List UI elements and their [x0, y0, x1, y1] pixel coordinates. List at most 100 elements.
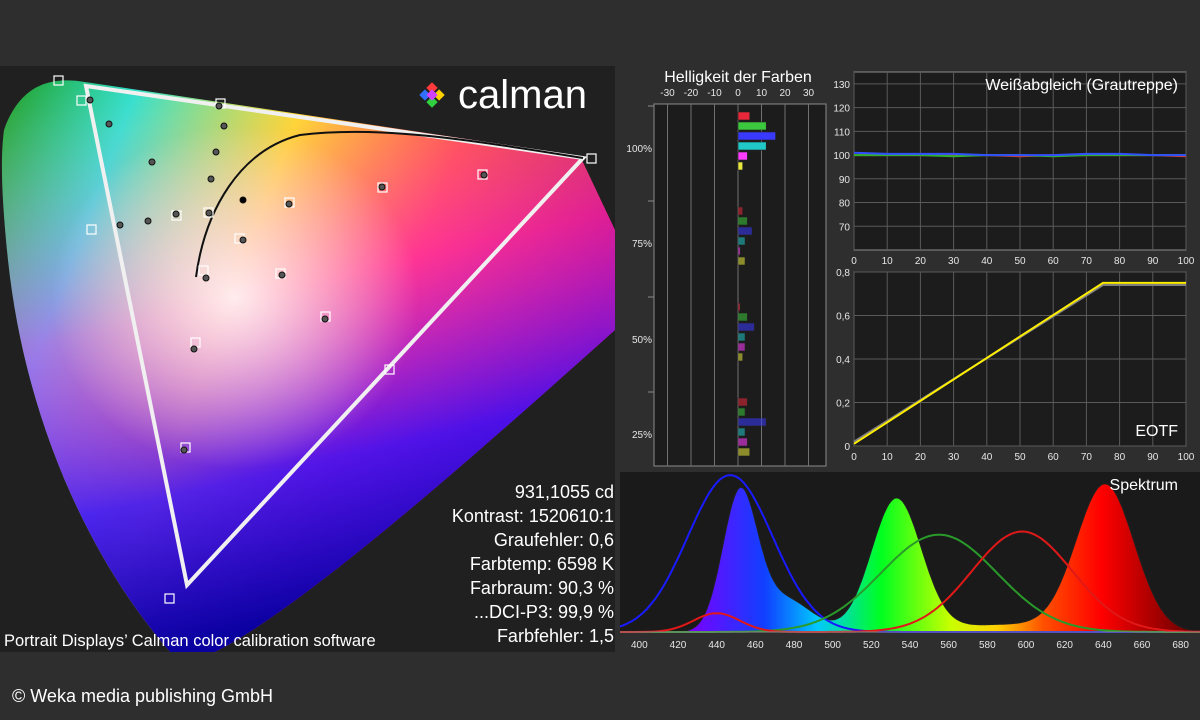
series-line [853, 281, 1186, 445]
y-tick-label: 130 [833, 80, 850, 91]
copyright-notice: © Weka media publishing GmbH [12, 686, 274, 706]
luminance-bar [737, 131, 776, 141]
stat-color-error: Farbfehler: 1,5 [497, 626, 614, 646]
y-tick-label: 90 [839, 175, 851, 186]
stat-gamut: Farbraum: 90,3 % [470, 578, 614, 598]
spectrum-tick-label: 600 [1018, 640, 1035, 651]
stat-gray-error: Graufehler: 0,6 [494, 530, 614, 550]
wb-panel: 70 80 90 100 110 120 130 0 10 20 30 40 50 60 70 80 90 10… [833, 71, 1195, 267]
x-tick-label: 50 [1014, 256, 1026, 267]
x-tick-label: 90 [1147, 256, 1159, 267]
luminance-bar [737, 342, 746, 352]
spectrum-panel: 400 420 440 460 480 500 520 540 560 580 600 620 640 6… [619, 472, 1200, 651]
planckian-locus [195, 130, 584, 278]
y-tick-label: 120 [833, 104, 850, 115]
spectrum-tick-label: 580 [979, 640, 996, 651]
spectrum-outline [620, 483, 1200, 633]
y-tick-label: 80 [839, 199, 851, 210]
luminance-bar [737, 256, 746, 266]
x-tick-label: 80 [1114, 256, 1126, 267]
measured-points [86, 96, 488, 454]
eotf-y-ticks: 0 0,2 0,4 0,6 0,8 [836, 268, 850, 453]
wb-y-ticks: 70 80 90 100 110 120 130 [833, 80, 850, 233]
luminance-bar [737, 161, 743, 171]
luminance-group-label: 75% [632, 239, 652, 250]
spectrum-tick-label: 480 [786, 640, 803, 651]
y-tick-label: 70 [839, 222, 851, 233]
luminance-tick-label: -10 [707, 88, 722, 99]
eotf-panel: 0 0,2 0,4 0,6 0,8 0 10 20 30 40 50 60 70 80 90 100 EOT… [836, 268, 1195, 463]
spectrum-tick-label: 640 [1095, 640, 1112, 651]
spectrum-tick-label: 620 [1056, 640, 1073, 651]
spectrum-tick-label: 520 [863, 640, 880, 651]
eotf-grid [853, 271, 1187, 447]
x-tick-label: 20 [915, 452, 927, 463]
x-tick-label: 50 [1014, 452, 1026, 463]
x-tick-label: 80 [1114, 452, 1126, 463]
wb-x-ticks: 0 10 20 30 40 50 60 70 80 90 100 [851, 256, 1195, 267]
luminance-tick-label: 0 [735, 88, 741, 99]
luminance-tick-label: -30 [660, 88, 675, 99]
wb-series [853, 151, 1187, 158]
y-tick-label: 0,4 [836, 355, 850, 366]
cie-caption: Portrait Displays’ Calman color calibrat… [4, 632, 376, 650]
spectrum-tick-label: 540 [902, 640, 919, 651]
luminance-bar [737, 216, 748, 226]
x-tick-label: 60 [1048, 452, 1060, 463]
y-tick-label: 0,2 [836, 399, 850, 410]
x-tick-label: 20 [915, 256, 927, 267]
luminance-bar [737, 322, 755, 332]
x-tick-label: 10 [882, 256, 894, 267]
spectrum-x-ticks: 400 420 440 460 480 500 520 540 560 580 600 620 640 6… [631, 640, 1189, 651]
luminance-bar [737, 226, 753, 236]
y-tick-label: 0,8 [836, 268, 850, 279]
x-tick-label: 70 [1081, 452, 1093, 463]
spectrum-tick-label: 560 [940, 640, 957, 651]
sensitivity-curve [620, 530, 1200, 633]
y-tick-label: 0,6 [836, 312, 850, 323]
spectrum-tick-label: 460 [747, 640, 764, 651]
x-tick-label: 100 [1178, 256, 1195, 267]
luminance-group-label: 100% [626, 144, 652, 155]
y-tick-label: 0 [844, 442, 850, 453]
luminance-bar [737, 437, 748, 447]
luminance-groups: 100% 75% 50% 25% [626, 105, 776, 457]
luminance-bar [737, 121, 767, 131]
logo-text: calman [458, 73, 587, 117]
cie-panel: calman Portrait Displays’ Calman color c… [0, 66, 616, 652]
luminance-bar [737, 312, 748, 322]
luminance-tick-label: 30 [803, 88, 815, 99]
stat-contrast: Kontrast: 1520610:1 [452, 506, 614, 526]
eotf-title: EOTF [1135, 423, 1178, 440]
luminance-panel: Helligkeit der Farben -30 -20 -10 0 10 20 30 1… [626, 69, 827, 467]
series-line [853, 151, 1186, 157]
x-tick-label: 40 [981, 256, 993, 267]
luminance-tick-label: 10 [756, 88, 768, 99]
x-tick-label: 30 [948, 452, 960, 463]
luminance-bar [737, 417, 767, 427]
luminance-bar [737, 397, 748, 407]
luminance-bar [737, 332, 746, 342]
eotf-x-ticks: 0 10 20 30 40 50 60 70 80 90 100 [851, 452, 1195, 463]
x-tick-label: 0 [851, 256, 857, 267]
spectrum-tick-label: 500 [824, 640, 841, 651]
luminance-bar [737, 302, 741, 312]
x-tick-label: 70 [1081, 256, 1093, 267]
x-tick-label: 10 [882, 452, 894, 463]
x-tick-label: 100 [1178, 452, 1195, 463]
spectrum-tick-label: 420 [670, 640, 687, 651]
stat-luminance: 931,1055 cd [515, 482, 614, 502]
eotf-series [853, 281, 1186, 445]
luminance-x-ticks: -30 -20 -10 0 10 20 30 [660, 88, 814, 99]
luminance-bar [737, 111, 751, 121]
x-tick-label: 90 [1147, 452, 1159, 463]
x-tick-label: 30 [948, 256, 960, 267]
luminance-bar [737, 447, 751, 457]
stat-color-temp: Farbtemp: 6598 K [470, 554, 614, 574]
luminance-bar [737, 246, 741, 256]
luminance-group-label: 50% [632, 335, 652, 346]
spectrum-tick-label: 400 [631, 640, 648, 651]
wb-title: Weißabgleich (Grautreppe) [985, 77, 1178, 94]
y-tick-label: 110 [834, 127, 850, 138]
